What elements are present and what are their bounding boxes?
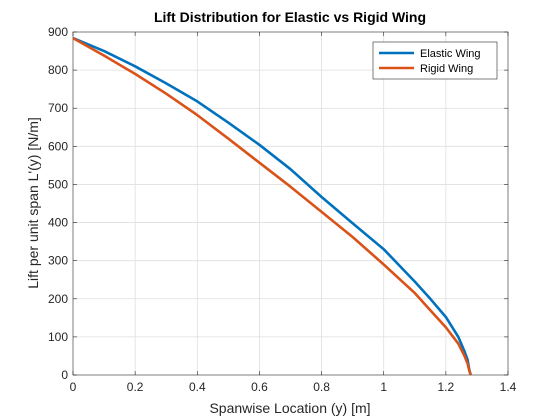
series-layer bbox=[72, 36, 472, 376]
series-line-rigid-wing bbox=[72, 36, 472, 376]
y-tick-label: 700 bbox=[48, 101, 68, 115]
x-tick-label: 1 bbox=[380, 380, 387, 394]
y-tick-label: 100 bbox=[48, 330, 68, 344]
y-tick-label: 500 bbox=[48, 177, 68, 191]
legend-box bbox=[372, 41, 498, 80]
legend: Elastic Wing Rigid Wing bbox=[372, 41, 498, 80]
x-tick-label: 1.2 bbox=[438, 380, 455, 394]
x-tick-label: 1.4 bbox=[500, 380, 517, 394]
y-tick-label: 200 bbox=[48, 292, 68, 306]
axis-ticks: 0 0.2 0.4 0.6 0.8 1 1.2 1.4 0 100 200 300 400 500 600 7… bbox=[48, 25, 517, 394]
series-line-elastic-wing bbox=[72, 36, 472, 376]
y-tick-label: 0 bbox=[61, 368, 68, 382]
y-tick-label: 800 bbox=[48, 63, 68, 77]
legend-entry-label: Rigid Wing bbox=[420, 63, 473, 75]
x-tick-label: 0 bbox=[70, 380, 77, 394]
x-tick-label: 0.6 bbox=[251, 380, 268, 394]
y-tick-label: 400 bbox=[48, 216, 68, 230]
y-tick-label: 600 bbox=[48, 139, 68, 153]
legend-entry-label: Elastic Wing bbox=[420, 48, 481, 60]
chart-title: Lift Distribution for Elastic vs Rigid W… bbox=[154, 9, 426, 25]
y-axis-label: Lift per unit span L'(y) [N/m] bbox=[25, 117, 41, 289]
grid-lines bbox=[73, 32, 508, 375]
x-axis-label: Spanwise Location (y) [m] bbox=[209, 400, 370, 416]
x-tick-label: 0.2 bbox=[127, 380, 144, 394]
y-tick-label: 900 bbox=[48, 25, 68, 39]
y-tick-label: 300 bbox=[48, 254, 68, 268]
plot-area-frame bbox=[72, 31, 509, 376]
x-tick-label: 0.4 bbox=[189, 380, 206, 394]
x-tick-label: 0.8 bbox=[313, 380, 330, 394]
